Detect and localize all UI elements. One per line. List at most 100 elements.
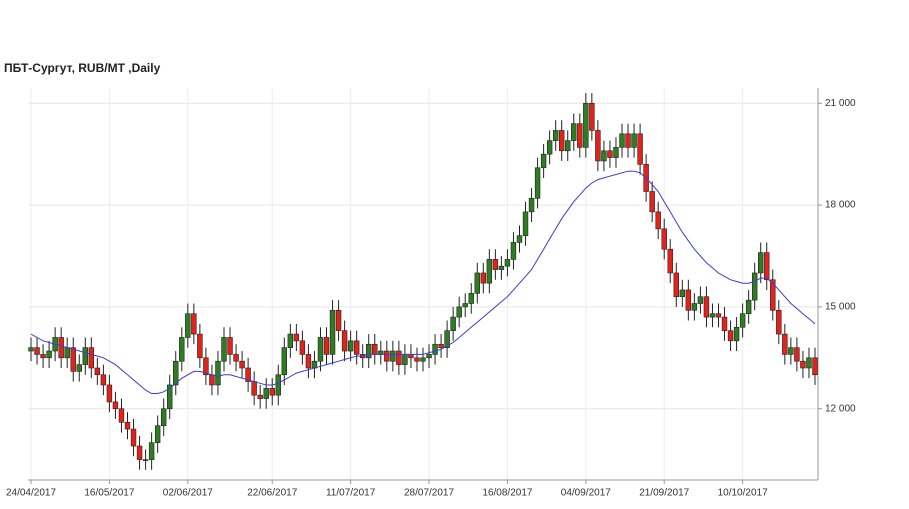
candle-body	[426, 354, 432, 359]
candle-body	[733, 326, 740, 342]
candle-body	[528, 198, 535, 213]
candle-body	[70, 347, 76, 372]
candle-body	[209, 374, 215, 386]
candle-body	[462, 303, 468, 308]
y-tick-label: 12 000	[825, 403, 856, 414]
x-tick-label: 10/10/2017	[718, 488, 768, 499]
candle-body	[739, 313, 746, 328]
x-tick-label: 02/06/2017	[163, 488, 213, 499]
candle-body	[812, 357, 818, 376]
candle-body	[408, 354, 414, 359]
candle-body	[40, 354, 46, 359]
candle-body	[311, 360, 318, 369]
candle-body	[215, 360, 221, 386]
candle-body	[269, 388, 275, 396]
candle-body	[263, 388, 269, 399]
candle-body	[504, 259, 511, 267]
candle-body	[727, 330, 734, 342]
candle-body	[806, 357, 812, 369]
candle-body	[649, 191, 655, 213]
candle-body	[565, 140, 571, 152]
candle-body	[788, 347, 794, 355]
candle-body	[595, 130, 601, 162]
candle-body	[438, 343, 444, 348]
candle-body	[64, 347, 70, 359]
candle-body	[715, 313, 722, 318]
candle-body	[366, 343, 372, 359]
candle-body	[534, 167, 541, 199]
y-tick-label: 21 000	[825, 98, 856, 109]
candle-body	[136, 445, 143, 460]
candle-body	[245, 367, 251, 382]
x-tick-label: 21/09/2017	[639, 488, 689, 499]
candle-body	[637, 133, 643, 165]
x-tick-label: 04/09/2017	[561, 488, 611, 499]
candle-body	[58, 337, 64, 359]
candle-body	[751, 272, 758, 301]
y-tick-label: 18 000	[825, 200, 856, 211]
candle-body	[335, 310, 342, 331]
candle-body	[685, 289, 692, 311]
candle-body	[601, 150, 607, 162]
x-tick-label: 16/08/2017	[482, 488, 532, 499]
candle-body	[625, 133, 631, 148]
candle-body	[390, 350, 396, 362]
candle-body	[757, 252, 764, 274]
candle-body	[492, 259, 499, 270]
candle-body	[468, 293, 474, 304]
candle-body	[106, 384, 113, 403]
candle-body	[516, 235, 523, 243]
candle-body	[293, 333, 300, 342]
candle-body	[124, 422, 131, 430]
candle-body	[679, 289, 686, 298]
candle-body	[112, 401, 119, 410]
candle-body	[197, 333, 203, 359]
candle-body	[82, 347, 89, 365]
candle-body	[239, 360, 245, 369]
candle-body	[154, 425, 161, 443]
candle-body	[691, 303, 698, 311]
candle-body	[631, 133, 637, 148]
candle-body	[402, 354, 408, 365]
candle-body	[317, 337, 324, 362]
candle-body	[148, 442, 155, 460]
candle-body	[577, 123, 583, 148]
candle-body	[703, 296, 710, 318]
candle-body	[130, 428, 137, 447]
candle-body	[540, 153, 547, 169]
candle-body	[100, 374, 107, 386]
candle-body	[498, 265, 505, 270]
candle-body	[185, 313, 191, 338]
candle-body	[118, 408, 125, 423]
candle-body	[34, 347, 40, 355]
candle-body	[257, 394, 263, 399]
candle-body	[432, 343, 438, 355]
candle-body	[347, 340, 354, 352]
candle-body	[160, 408, 167, 426]
candle-body	[191, 313, 197, 335]
candle-body	[251, 381, 257, 396]
candle-body	[329, 310, 336, 355]
candle-body	[28, 347, 34, 352]
candle-body	[227, 337, 233, 355]
candle-body	[661, 228, 667, 250]
x-tick-label: 22/06/2017	[247, 488, 297, 499]
candle-body	[420, 357, 426, 362]
candle-body	[305, 354, 312, 369]
candle-body	[46, 350, 52, 359]
candle-body	[782, 333, 788, 355]
candle-body	[173, 360, 179, 386]
candle-body	[275, 374, 281, 396]
y-tick-label: 15 000	[825, 302, 856, 313]
candle-body	[281, 347, 288, 376]
candle-body	[142, 459, 149, 461]
candle-body	[233, 354, 239, 362]
candle-body	[76, 364, 82, 372]
candle-body	[450, 316, 456, 331]
candle-body	[697, 296, 704, 304]
candle-body	[776, 310, 782, 335]
candle-body	[589, 102, 595, 131]
candle-body	[510, 242, 517, 260]
candle-body	[341, 330, 348, 352]
candle-body	[522, 211, 529, 236]
